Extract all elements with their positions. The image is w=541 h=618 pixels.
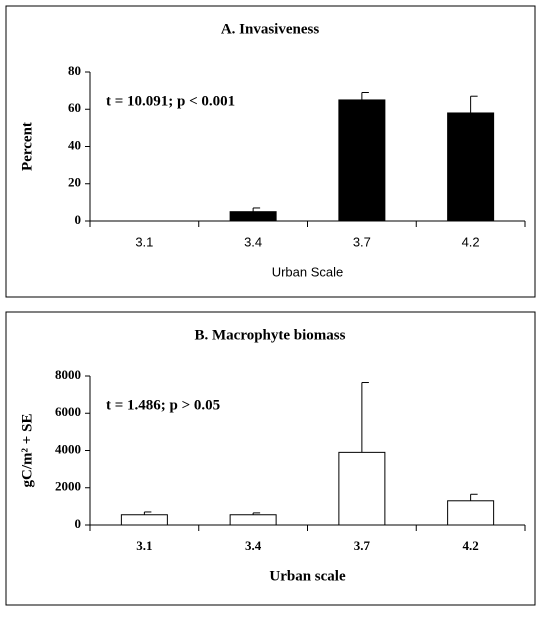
y-tick-label: 40 <box>68 137 81 152</box>
annotation: t = 1.486; p > 0.05 <box>106 397 220 413</box>
x-tick-label: 3.1 <box>136 538 152 553</box>
bar <box>229 211 277 222</box>
panel-frame <box>5 311 536 606</box>
bar <box>447 500 495 526</box>
x-tick-label: 4.2 <box>463 538 479 553</box>
bar <box>120 514 168 526</box>
x-tick-label: 3.4 <box>244 234 262 249</box>
chart-title: B. Macrophyte biomass <box>195 327 346 343</box>
y-tick-label: 20 <box>68 175 81 190</box>
x-tick-label: 3.4 <box>245 538 262 553</box>
x-tick-label: 3.7 <box>353 234 371 249</box>
bar <box>338 99 386 222</box>
y-tick-label: 0 <box>75 516 82 531</box>
x-axis-label: Urban Scale <box>272 264 344 279</box>
y-tick-label: 8000 <box>55 367 81 382</box>
bar <box>229 514 277 526</box>
chart-title: A. Invasiveness <box>221 21 320 37</box>
y-tick-label: 0 <box>75 212 82 227</box>
y-tick-label: 6000 <box>55 404 81 419</box>
x-axis-label: Urban scale <box>269 568 346 584</box>
y-axis-label: Percent <box>19 122 35 171</box>
y-tick-label: 4000 <box>55 441 81 456</box>
y-tick-label: 80 <box>68 63 81 78</box>
y-axis-label: gC/m² + SE <box>19 414 35 488</box>
x-tick-label: 3.1 <box>135 234 153 249</box>
bar <box>447 112 495 222</box>
annotation: t = 10.091; p < 0.001 <box>106 93 235 109</box>
y-tick-label: 60 <box>68 100 81 115</box>
bar <box>338 451 386 526</box>
x-tick-label: 3.7 <box>354 538 371 553</box>
panel-frame <box>5 5 536 298</box>
x-tick-label: 4.2 <box>462 234 480 249</box>
y-tick-label: 2000 <box>55 479 81 494</box>
